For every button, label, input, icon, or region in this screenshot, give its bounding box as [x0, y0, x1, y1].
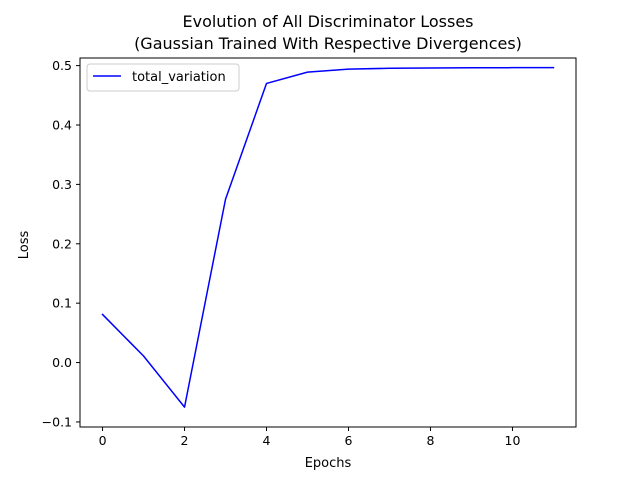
x-tick-label: 4: [263, 433, 271, 448]
y-tick-label: 0.3: [52, 177, 72, 192]
x-axis-label: Epochs: [305, 456, 352, 471]
y-axis-ticks: −0.1 0.0 0.1 0.2 0.3 0.4 0.5: [42, 58, 80, 429]
legend-label-total-variation: total_variation: [132, 70, 226, 85]
legend-box: [86, 63, 240, 92]
y-tick-label: 0.1: [52, 296, 72, 311]
y-axis-label: Loss: [17, 231, 32, 260]
x-tick-label: 0: [99, 433, 107, 448]
legend: total_variation: [86, 63, 240, 92]
chart-title-line-1: Evolution of All Discriminator Losses: [182, 12, 473, 31]
plot-frame: [79, 57, 577, 428]
x-tick-label: 6: [345, 433, 353, 448]
y-tick-label: 0.4: [52, 117, 72, 132]
chart-title-line-2: (Gaussian Trained With Respective Diverg…: [134, 34, 522, 53]
x-tick-label: 8: [427, 433, 435, 448]
x-axis-ticks: 0 2 4 6 8 10: [99, 427, 521, 448]
x-tick-label: 10: [505, 433, 521, 448]
x-tick-label: 2: [181, 433, 189, 448]
y-tick-label: −0.1: [42, 414, 72, 429]
series-layer: [101, 66, 555, 408]
series-line-total-variation: [101, 66, 555, 408]
y-tick-label: 0.5: [52, 58, 72, 73]
y-tick-label: 0.0: [52, 355, 72, 370]
y-tick-label: 0.2: [52, 236, 72, 251]
